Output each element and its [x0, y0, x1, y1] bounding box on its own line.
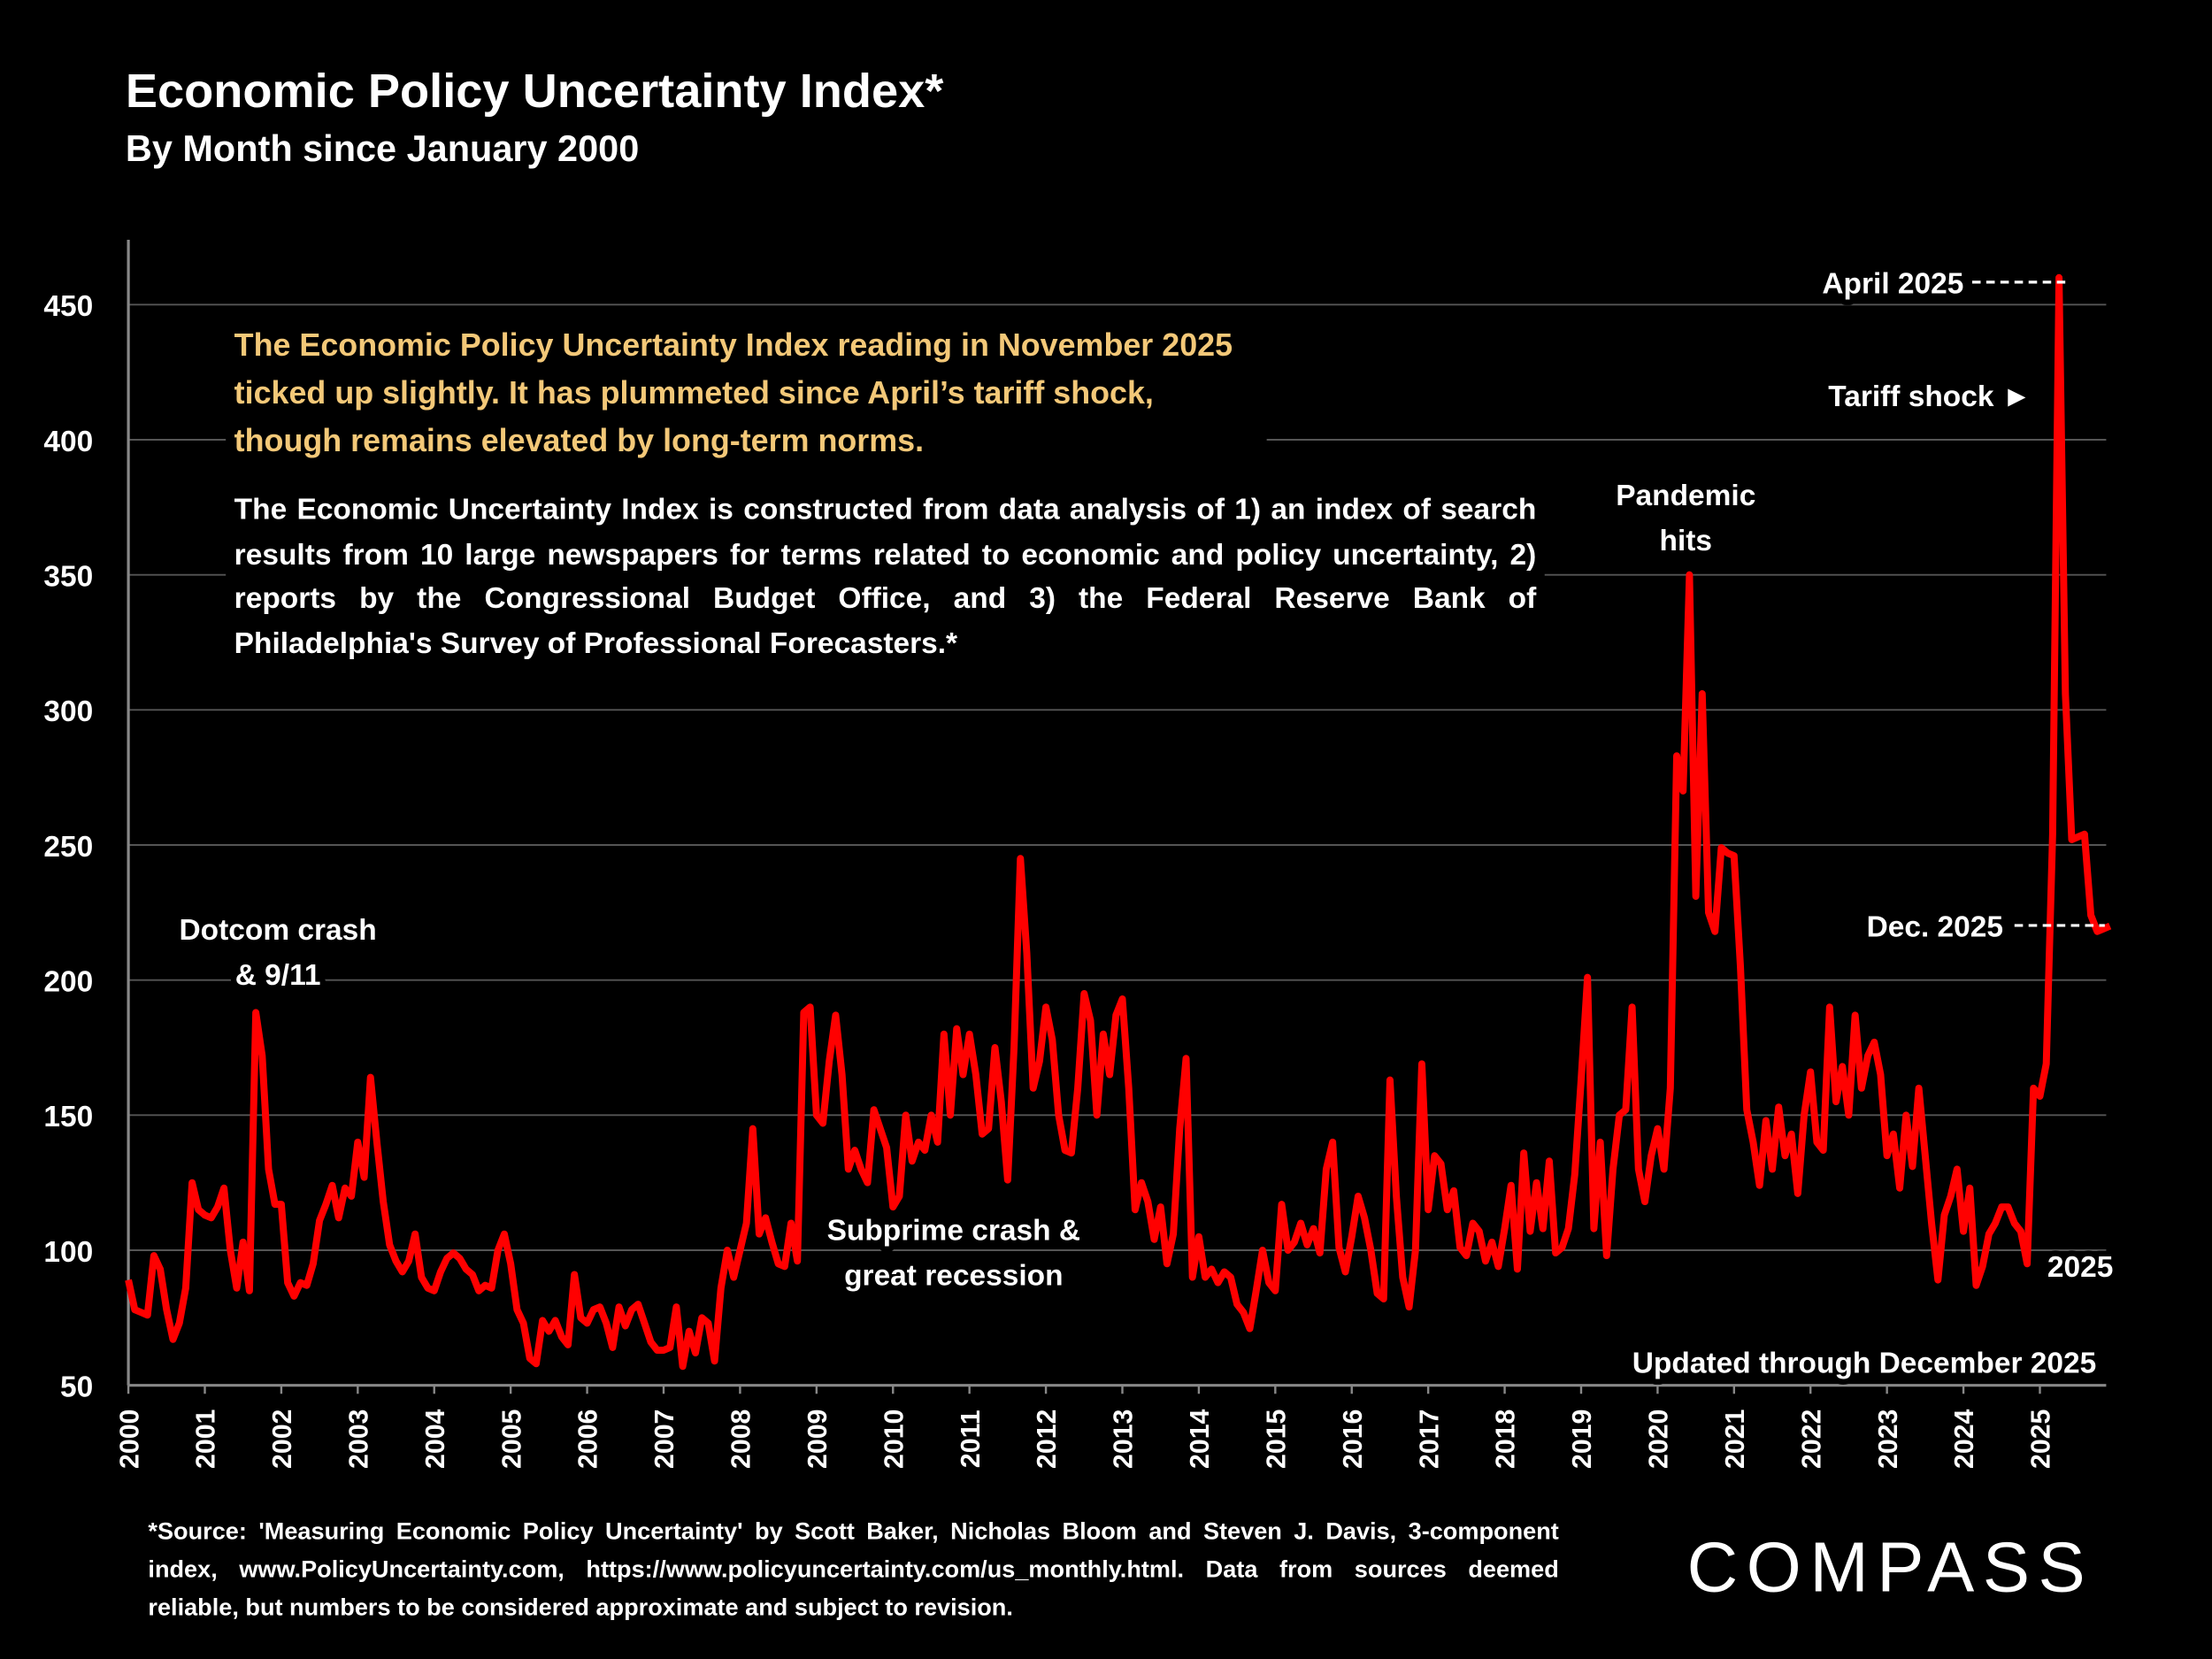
source-text: *Source: 'Measuring Economic Policy Unce… [141, 1512, 1566, 1627]
axes: 50 100 150 200 250 300 350 400 450 2000 2001 2002 20… [43, 240, 2056, 1469]
description-text: The Economic Uncertainty Index is constr… [226, 488, 1545, 666]
chart-subtitle: By Month since January 2000 [126, 127, 639, 169]
y-tick-label: 50 [60, 1371, 93, 1403]
annotation-line: Updated through December 2025 [1632, 1347, 2096, 1379]
x-tick-label: 2007 [650, 1409, 680, 1469]
annotation-line: April 2025 [1822, 268, 1963, 301]
x-tick-label: 2017 [1415, 1409, 1444, 1469]
annotation: Dotcom crash & 9/11 [180, 914, 377, 992]
x-tick-label: 2014 [1186, 1409, 1215, 1469]
x-tick-label: 2002 [268, 1409, 297, 1469]
highlight-text: The Economic Policy Uncertainty Index re… [226, 321, 1267, 466]
x-tick-label: 2022 [1797, 1409, 1826, 1469]
y-tick-label: 150 [43, 1101, 93, 1133]
annotation-line: & 9/11 [235, 959, 321, 992]
annotation: April 2025 [1822, 268, 1963, 301]
x-tick-label: 2001 [192, 1409, 221, 1469]
x-tick-label: 2006 [574, 1409, 603, 1469]
x-tick-label: 2025 [2027, 1409, 2056, 1469]
annotation-line: Subprime crash & [827, 1214, 1080, 1247]
data-line [125, 273, 2112, 1371]
annotation-line: Tariff shock ► [1828, 380, 2032, 413]
y-tick-label: 450 [43, 290, 93, 323]
x-tick-label: 2018 [1492, 1409, 1521, 1469]
annotation: Dec. 2025 [1867, 911, 2003, 944]
annotation-line: Dotcom crash [180, 914, 377, 947]
y-tick-label: 300 [43, 695, 93, 728]
annotation: Subprime crash & great recession [827, 1214, 1080, 1292]
annotation-line: hits [1660, 525, 1713, 557]
x-tick-label: 2008 [727, 1409, 757, 1469]
highlight-box: The Economic Policy Uncertainty Index re… [226, 321, 1267, 466]
annotation: Pandemic hits [1616, 480, 1755, 557]
x-tick-label: 2021 [1721, 1409, 1750, 1469]
x-tick-label: 2011 [956, 1409, 986, 1468]
x-tick-label: 2004 [421, 1409, 450, 1469]
x-tick-label: 2013 [1110, 1409, 1139, 1469]
x-tick-label: 2005 [497, 1409, 526, 1469]
y-tick-label: 200 [43, 965, 93, 998]
y-tick-label: 250 [43, 831, 93, 864]
x-tick-label: 2024 [1950, 1409, 1979, 1469]
y-tick-label: 400 [43, 426, 93, 458]
x-tick-label: 2010 [879, 1409, 909, 1469]
annotations: Dotcom crash & 9/11 Subprime crash & great … [173, 262, 2119, 1385]
source-box: *Source: 'Measuring Economic Policy Unce… [141, 1512, 1566, 1627]
x-tick-label: 2023 [1874, 1409, 1903, 1469]
annotation-line: 2025 [2047, 1251, 2113, 1284]
chart-title: Economic Policy Uncertainty Index* [126, 65, 944, 118]
annotation: Tariff shock ► [1828, 380, 2032, 413]
x-tick-label: 2020 [1645, 1409, 1674, 1469]
description-box: The Economic Uncertainty Index is constr… [226, 488, 1545, 666]
logo: COMPASS [1687, 1527, 2094, 1606]
annotation-line: great recession [844, 1259, 1063, 1292]
annotation: Updated through December 2025 [1632, 1347, 2096, 1379]
x-tick-label: 2015 [1262, 1409, 1291, 1469]
plot [125, 273, 2112, 1371]
annotation: 2025 [2047, 1251, 2113, 1284]
y-tick-label: 100 [43, 1236, 93, 1269]
annotation-line: Dec. 2025 [1867, 911, 2003, 944]
x-tick-label: 2019 [1568, 1409, 1597, 1469]
x-tick-label: 2003 [344, 1409, 373, 1469]
x-tick-label: 2000 [115, 1409, 144, 1469]
x-tick-label: 2016 [1339, 1409, 1368, 1469]
annotation-line: Pandemic [1616, 480, 1755, 512]
x-tick-label: 2009 [803, 1409, 833, 1469]
y-tick-label: 350 [43, 560, 93, 593]
x-tick-label: 2012 [1033, 1409, 1062, 1469]
